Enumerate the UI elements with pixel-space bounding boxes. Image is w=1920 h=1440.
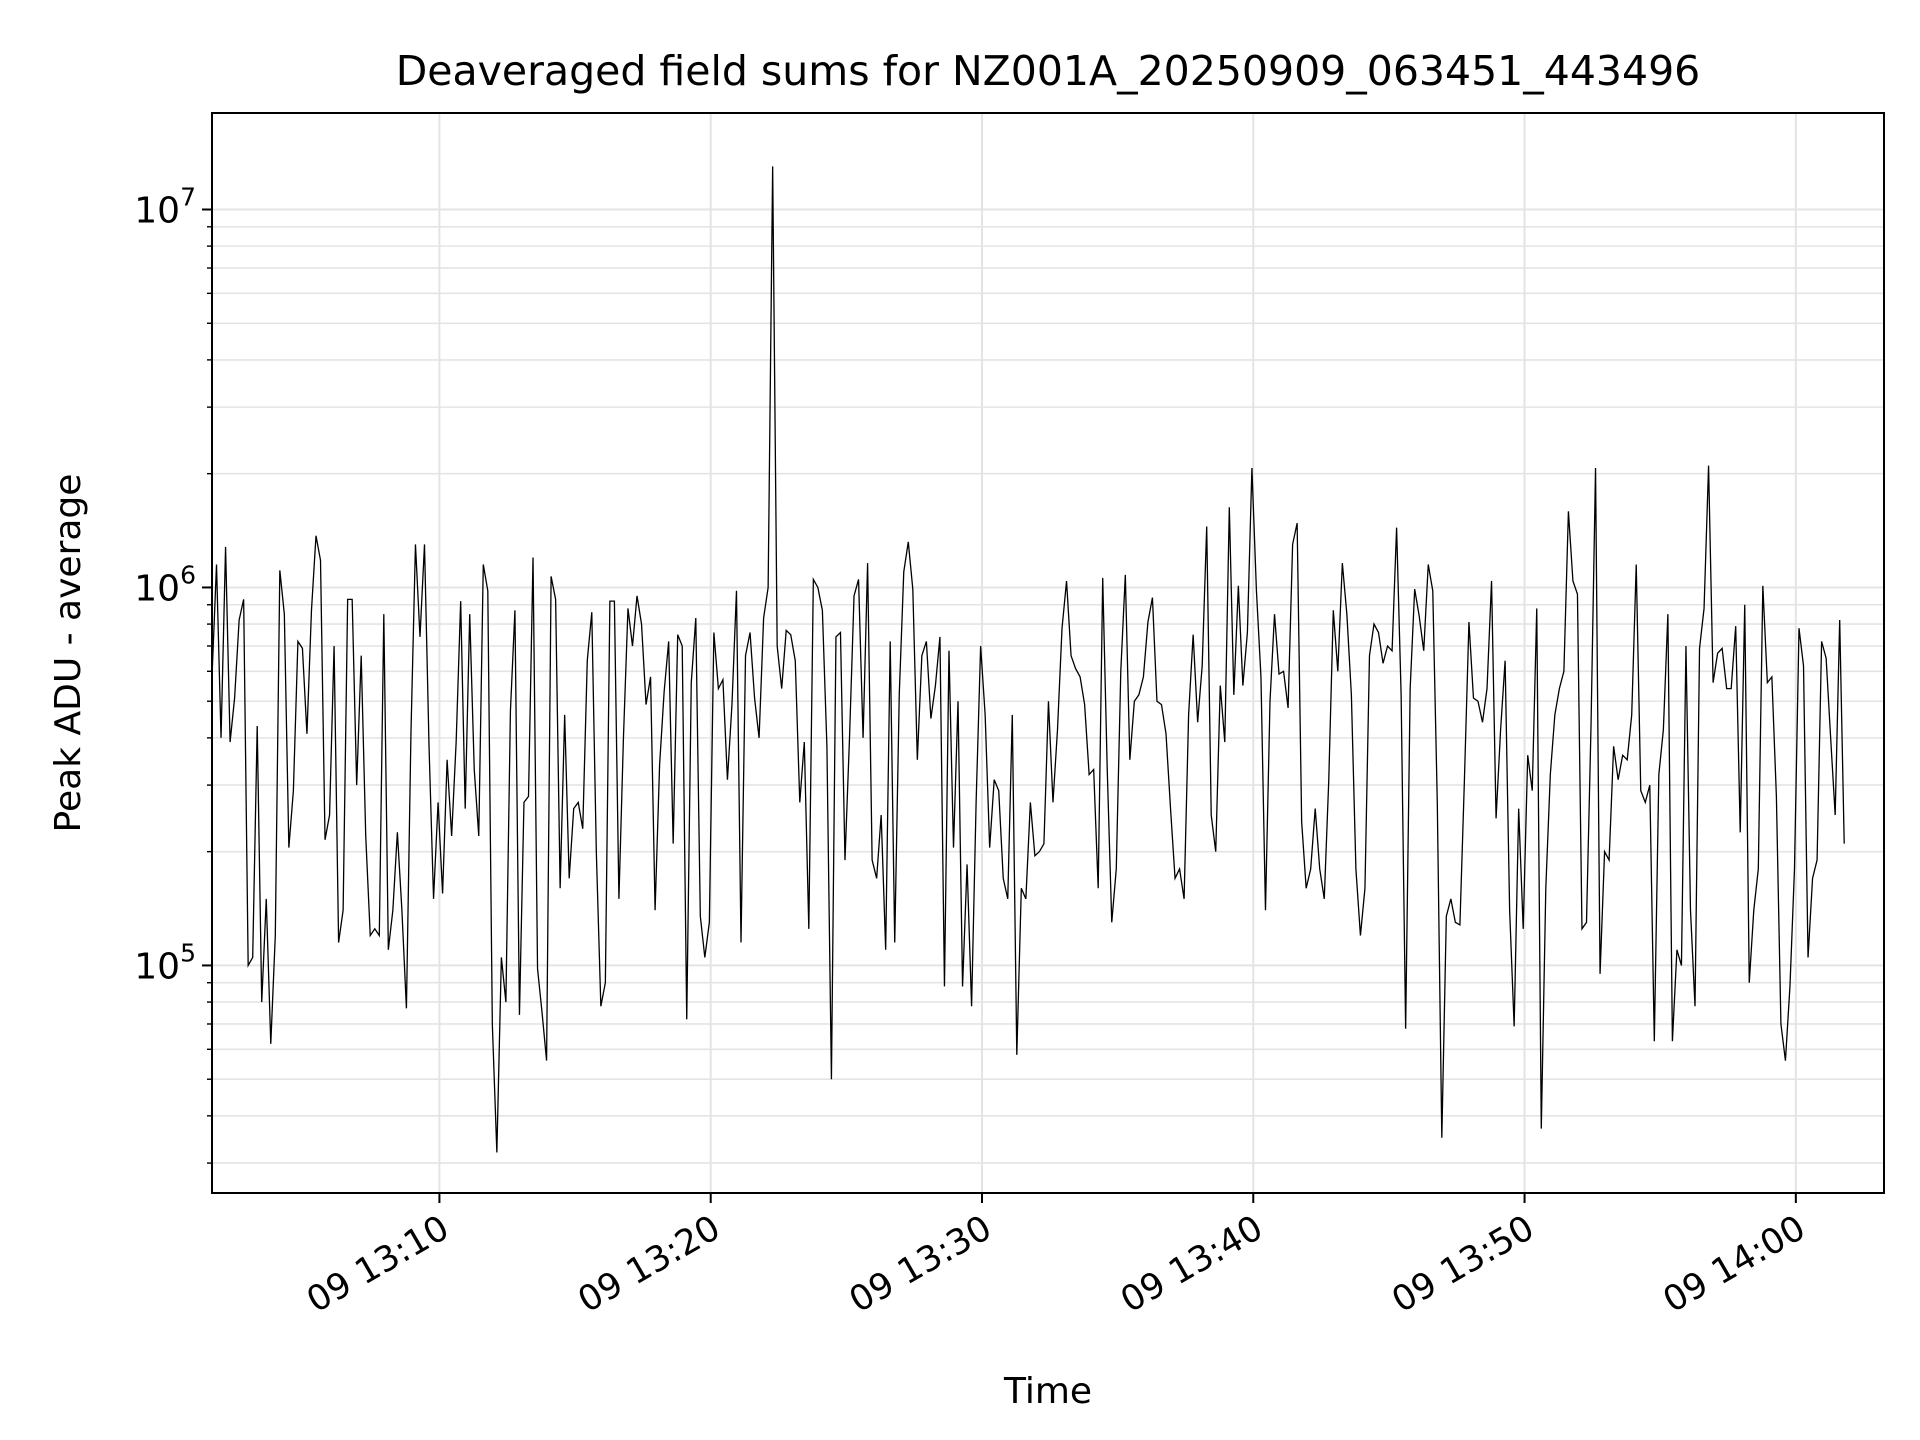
plot-area-frame <box>211 112 1885 1194</box>
y-tick-label: 106 <box>134 560 196 609</box>
x-axis-label: Time <box>1003 1371 1092 1412</box>
series-line <box>211 166 1845 1153</box>
chart-title: Deaveraged field sums for NZ001A_2025090… <box>396 47 1701 95</box>
y-tick-label: 107 <box>134 182 196 231</box>
y-tick-label: 105 <box>134 938 196 987</box>
data-series <box>211 166 1845 1153</box>
y-axis-label: Peak ADU - average <box>48 474 89 833</box>
y-axis: 105 106 107 <box>134 182 212 1164</box>
